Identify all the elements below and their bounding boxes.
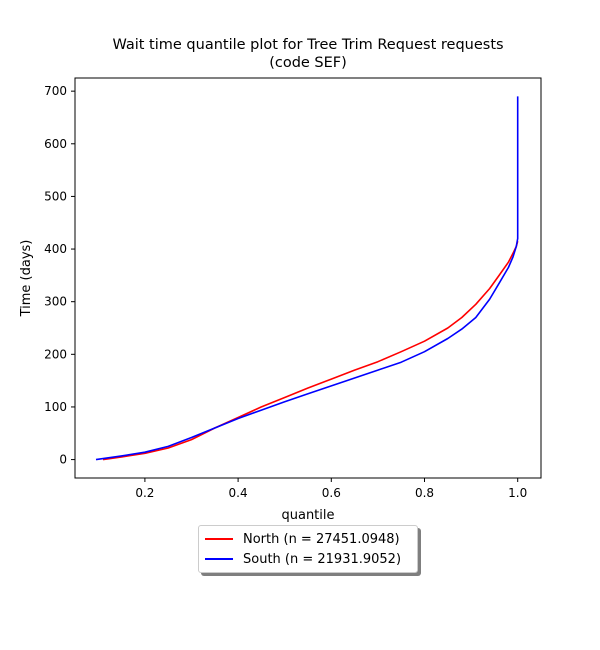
chart-title-line-1: Wait time quantile plot for Tree Trim Re…	[112, 37, 504, 53]
x-tick-label: 1.0	[508, 486, 527, 500]
x-tick-label: 0.2	[135, 486, 154, 500]
y-tick-label: 600	[44, 137, 67, 151]
chart-title-line-2: (code SEF)	[269, 55, 347, 71]
legend-entry-south: South (n = 21931.9052)	[205, 550, 401, 568]
y-tick-label: 0	[59, 453, 67, 467]
plot-area-frame	[74, 77, 542, 479]
series-line-north	[102, 240, 519, 461]
x-tick-label: 0.6	[322, 486, 341, 500]
y-tick-label: 100	[44, 400, 67, 414]
y-tick-label: 200	[44, 347, 67, 361]
x-axis-label: quantile	[281, 508, 334, 523]
legend-swatch-north	[205, 538, 233, 540]
y-tick-label: 400	[44, 242, 67, 256]
y-tick-label: 500	[44, 189, 67, 203]
legend-label-south: South (n = 21931.9052)	[243, 551, 402, 567]
legend: North (n = 27451.0948) South (n = 21931.…	[198, 525, 418, 573]
legend-label-north: North (n = 27451.0948)	[243, 531, 400, 547]
y-tick-label: 300	[44, 295, 67, 309]
y-tick-label: 700	[44, 84, 67, 98]
x-tick-label: 0.8	[415, 486, 434, 500]
x-tick-label: 0.4	[229, 486, 248, 500]
y-axis-label: Time (days)	[19, 240, 34, 318]
legend-entry-north: North (n = 27451.0948)	[205, 530, 400, 548]
legend-swatch-south	[205, 558, 233, 560]
series-line-south	[95, 96, 519, 461]
